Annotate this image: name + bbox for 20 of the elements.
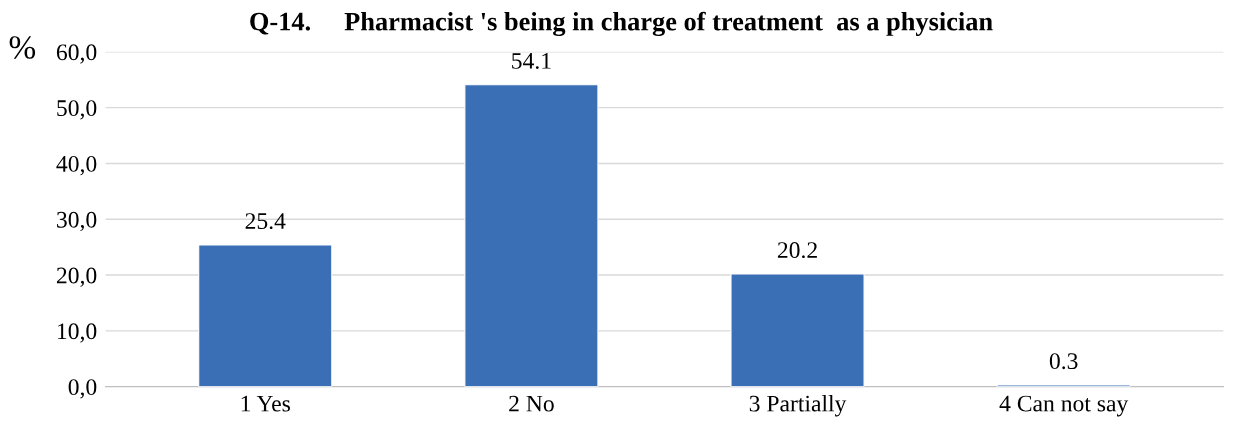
x-tick-label: 2 No — [509, 395, 554, 412]
x-tick-label: 4 Can not say — [999, 395, 1129, 417]
x-tick-label: 3 Partially — [749, 394, 847, 417]
y-tick-label: 40,0 — [56, 155, 97, 176]
y-axis-title: % — [9, 36, 36, 59]
x-tick-label: 1 Yes — [241, 395, 290, 412]
y-tick-label: 30,0 — [57, 211, 97, 232]
data-label: 0.3 — [1049, 353, 1078, 370]
bar — [198, 244, 333, 387]
data-label: 20.2 — [777, 242, 817, 259]
y-tick-label: 50,0 — [57, 100, 97, 120]
chart-title: Q-14. Pharmacist 's being in charge of treatment as a physician — [250, 11, 993, 37]
data-label: 54.1 — [512, 53, 551, 69]
bar — [730, 273, 865, 387]
data-label: 25.4 — [245, 213, 286, 230]
y-tick-label: 60,0 — [56, 44, 97, 64]
y-tick-label: 10,0 — [57, 323, 97, 343]
y-tick-label: 0,0 — [68, 379, 97, 399]
bar — [464, 84, 599, 387]
y-tick-label: 20,0 — [56, 267, 97, 287]
